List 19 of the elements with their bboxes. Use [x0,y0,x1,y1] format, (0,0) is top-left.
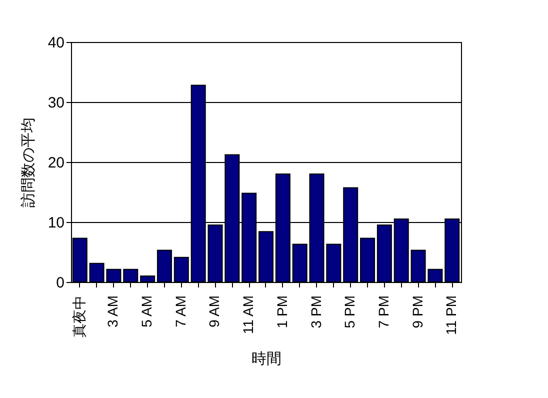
x-tick-label: 3 PM [308,296,324,328]
y-tick-label: 20 [48,154,64,172]
x-tick-label: 11 AM [240,296,256,334]
x-tick-label: 3 AM [104,296,121,328]
x-tick-label: 5 PM [342,296,358,328]
y-axis-title: 訪問数の平均 [20,118,37,208]
y-tick-label: 40 [48,34,64,52]
y-tick-label: 10 [48,214,64,232]
x-tick-label: 1 PM [274,296,290,328]
x-tick-label: 9 PM [409,296,426,328]
x-tick-label: 5 AM [138,296,155,328]
x-tick-label: 9 AM [206,296,222,328]
y-tick-label: 0 [56,274,64,292]
y-tick-label: 30 [48,94,64,112]
x-axis-title: 時間 [252,350,282,368]
x-tick-label: 真夜中 [70,296,87,338]
x-tick-label: 11 PM [443,296,460,335]
x-tick-label: 7 PM [375,296,392,328]
x-tick-label: 7 AM [172,296,188,328]
